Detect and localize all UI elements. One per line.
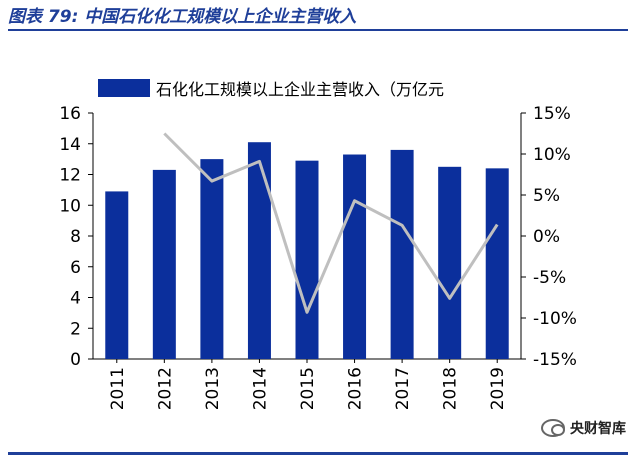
watermark-text: 央财智库 [570, 421, 626, 437]
watermark: 央财智库 [541, 418, 626, 438]
x-tick-label: 2017 [393, 367, 413, 410]
x-tick-label: 2012 [155, 367, 175, 410]
bar [152, 169, 176, 359]
bar [485, 168, 509, 359]
left-tick-label: 4 [70, 289, 81, 309]
right-tick-label: 15% [533, 104, 571, 124]
right-tick-label: -10% [533, 309, 577, 329]
legend-label: 石化化工规模以上企业主营收入（万亿元 [156, 80, 444, 99]
title-rule [8, 29, 628, 31]
right-tick-label: 10% [533, 145, 571, 165]
left-tick-label: 14 [59, 135, 81, 155]
x-tick-label: 2019 [488, 367, 508, 410]
wechat-icon [541, 419, 565, 437]
bar [105, 191, 129, 359]
x-tick-label: 2013 [203, 367, 223, 410]
bar [247, 142, 271, 359]
x-tick-label: 2015 [298, 367, 318, 410]
right-tick-label: -15% [533, 350, 577, 370]
growth-line [163, 132, 499, 314]
left-tick-label: 16 [59, 104, 81, 124]
x-tick-label: 2014 [250, 367, 270, 410]
x-tick-label: 2016 [346, 367, 366, 410]
left-tick-label: 0 [70, 350, 81, 370]
x-tick-label: 2011 [108, 367, 128, 410]
left-tick-label: 12 [59, 166, 81, 186]
bar [343, 154, 367, 359]
bar [200, 159, 224, 359]
bar [295, 160, 319, 359]
legend-swatch [98, 79, 150, 97]
right-tick-label: 5% [533, 186, 560, 206]
right-tick-label: 0% [533, 227, 560, 247]
left-tick-label: 8 [70, 227, 81, 247]
x-tick-label: 2018 [441, 367, 461, 410]
right-tick-label: -5% [533, 268, 566, 288]
bar [390, 149, 414, 359]
left-tick-label: 2 [70, 319, 81, 339]
left-tick-label: 10 [59, 196, 81, 216]
bar [438, 166, 462, 359]
left-tick-label: 6 [70, 258, 81, 278]
figure-title: 图表 79: 中国石化化工规模以上企业主营收入 [8, 7, 357, 27]
bottom-rule [8, 452, 628, 455]
